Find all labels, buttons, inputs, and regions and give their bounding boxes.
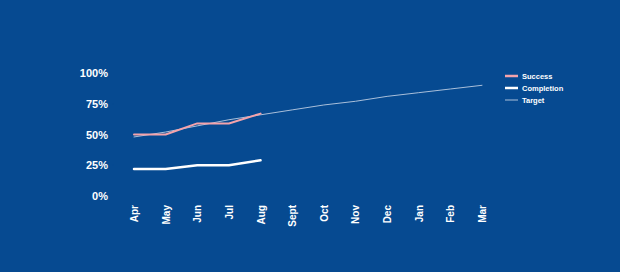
x-tick-label: Aug — [256, 205, 267, 224]
y-tick — [112, 196, 114, 197]
x-tick-label: Sept — [287, 204, 298, 226]
legend-label: Success — [522, 72, 552, 81]
series-line — [134, 85, 482, 137]
x-tick-label: Jul — [224, 205, 235, 220]
y-tick — [112, 165, 114, 166]
x-tick-label: May — [161, 205, 172, 225]
x-tick-label: Jun — [192, 205, 203, 223]
y-tick-label: 100% — [80, 67, 108, 79]
legend-swatch — [505, 100, 518, 101]
x-tick-label: Nov — [350, 205, 361, 224]
y-tick-label: 0% — [92, 190, 108, 202]
legend-label: Completion — [522, 84, 564, 93]
y-tick — [112, 73, 114, 74]
series-line — [134, 114, 261, 135]
plot-area — [134, 85, 482, 169]
y-tick — [112, 103, 114, 104]
chart-container: 0% 25% 50% 75% 100% Apr May Jun Jul Aug Sept Oct Nov… — [0, 0, 620, 272]
y-tick-label: 25% — [86, 159, 108, 171]
x-tick-label: Oct — [319, 204, 330, 221]
x-tick-label: Dec — [382, 205, 393, 224]
x-tick-label: Feb — [445, 205, 456, 223]
x-tick-label: Mar — [477, 205, 488, 223]
legend-label: Target — [522, 96, 545, 105]
series-line — [134, 160, 261, 169]
y-tick-label: 50% — [86, 129, 108, 141]
y-tick — [112, 134, 114, 135]
x-tick-label: Apr — [129, 205, 140, 222]
legend-swatch — [505, 87, 518, 90]
x-tick-label: Jan — [414, 205, 425, 222]
chart-svg: 0% 25% 50% 75% 100% Apr May Jun Jul Aug Sept Oct Nov… — [0, 0, 620, 272]
y-tick-label: 75% — [86, 98, 108, 110]
legend-swatch — [505, 75, 518, 78]
